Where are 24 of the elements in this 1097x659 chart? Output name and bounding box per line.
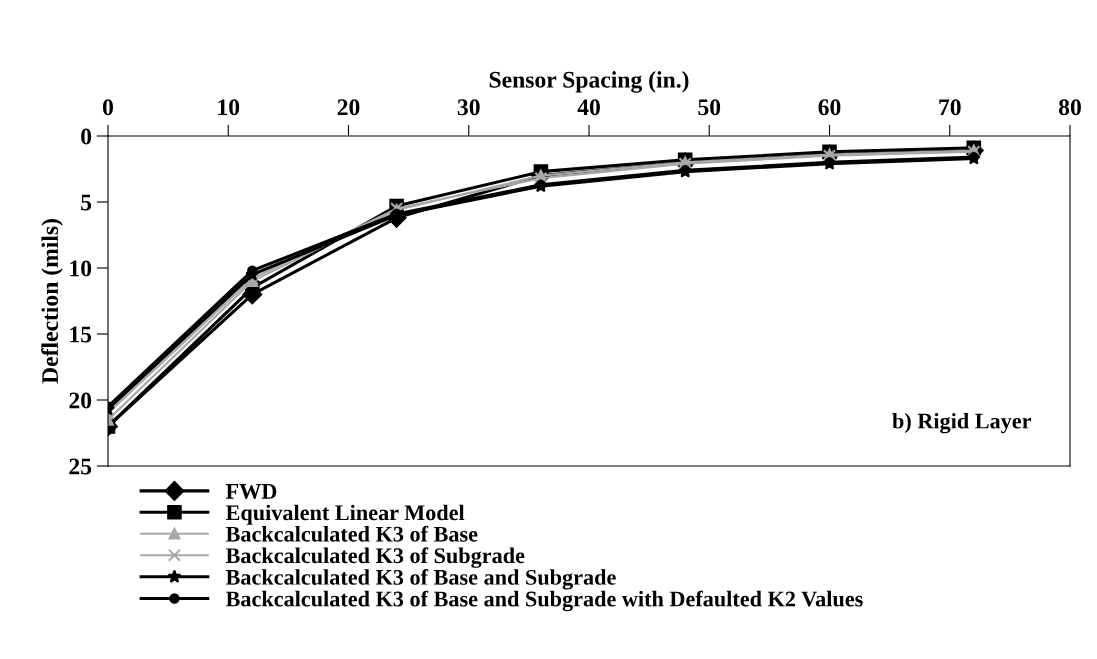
x-tick-label: 20 [337, 99, 360, 116]
legend-label: Backcalculated K3 of Subgrade [225, 547, 525, 568]
y-axis-title: Deflection (mils) [41, 219, 63, 384]
x-tick-label: 10 [218, 99, 240, 116]
y-tick-label: 20 [69, 392, 92, 409]
x-tick-label: 40 [577, 99, 600, 116]
legend-label: Backcalculated K3 of Base and Subgrade [225, 568, 616, 590]
legend-label: Backcalculated K3 of Base [225, 525, 478, 542]
x-axis-title: Sensor Spacing (in.) [489, 71, 689, 93]
x-tick-label: 50 [698, 99, 721, 116]
x-tick-label: 30 [457, 99, 480, 116]
y-tick-label: 5 [81, 194, 92, 211]
x-tick-label: 60 [818, 99, 841, 116]
x-tick-label: 70 [939, 99, 961, 116]
x-tick-label: 0 [103, 99, 113, 116]
y-tick-label: 25 [69, 458, 92, 475]
legend-label: FWD [225, 484, 277, 499]
annotation: b) Rigid Layer [892, 412, 1032, 434]
legend-label: Equivalent Linear Model [225, 504, 465, 525]
y-tick-label: 10 [70, 260, 92, 277]
y-tick-label: 0 [81, 128, 92, 145]
y-tick-label: 15 [70, 326, 92, 343]
legend-label: Backcalculated K3 of Base and Subgrade with Defaulted K2 Values [225, 590, 863, 612]
x-tick-label: 80 [1058, 99, 1081, 116]
